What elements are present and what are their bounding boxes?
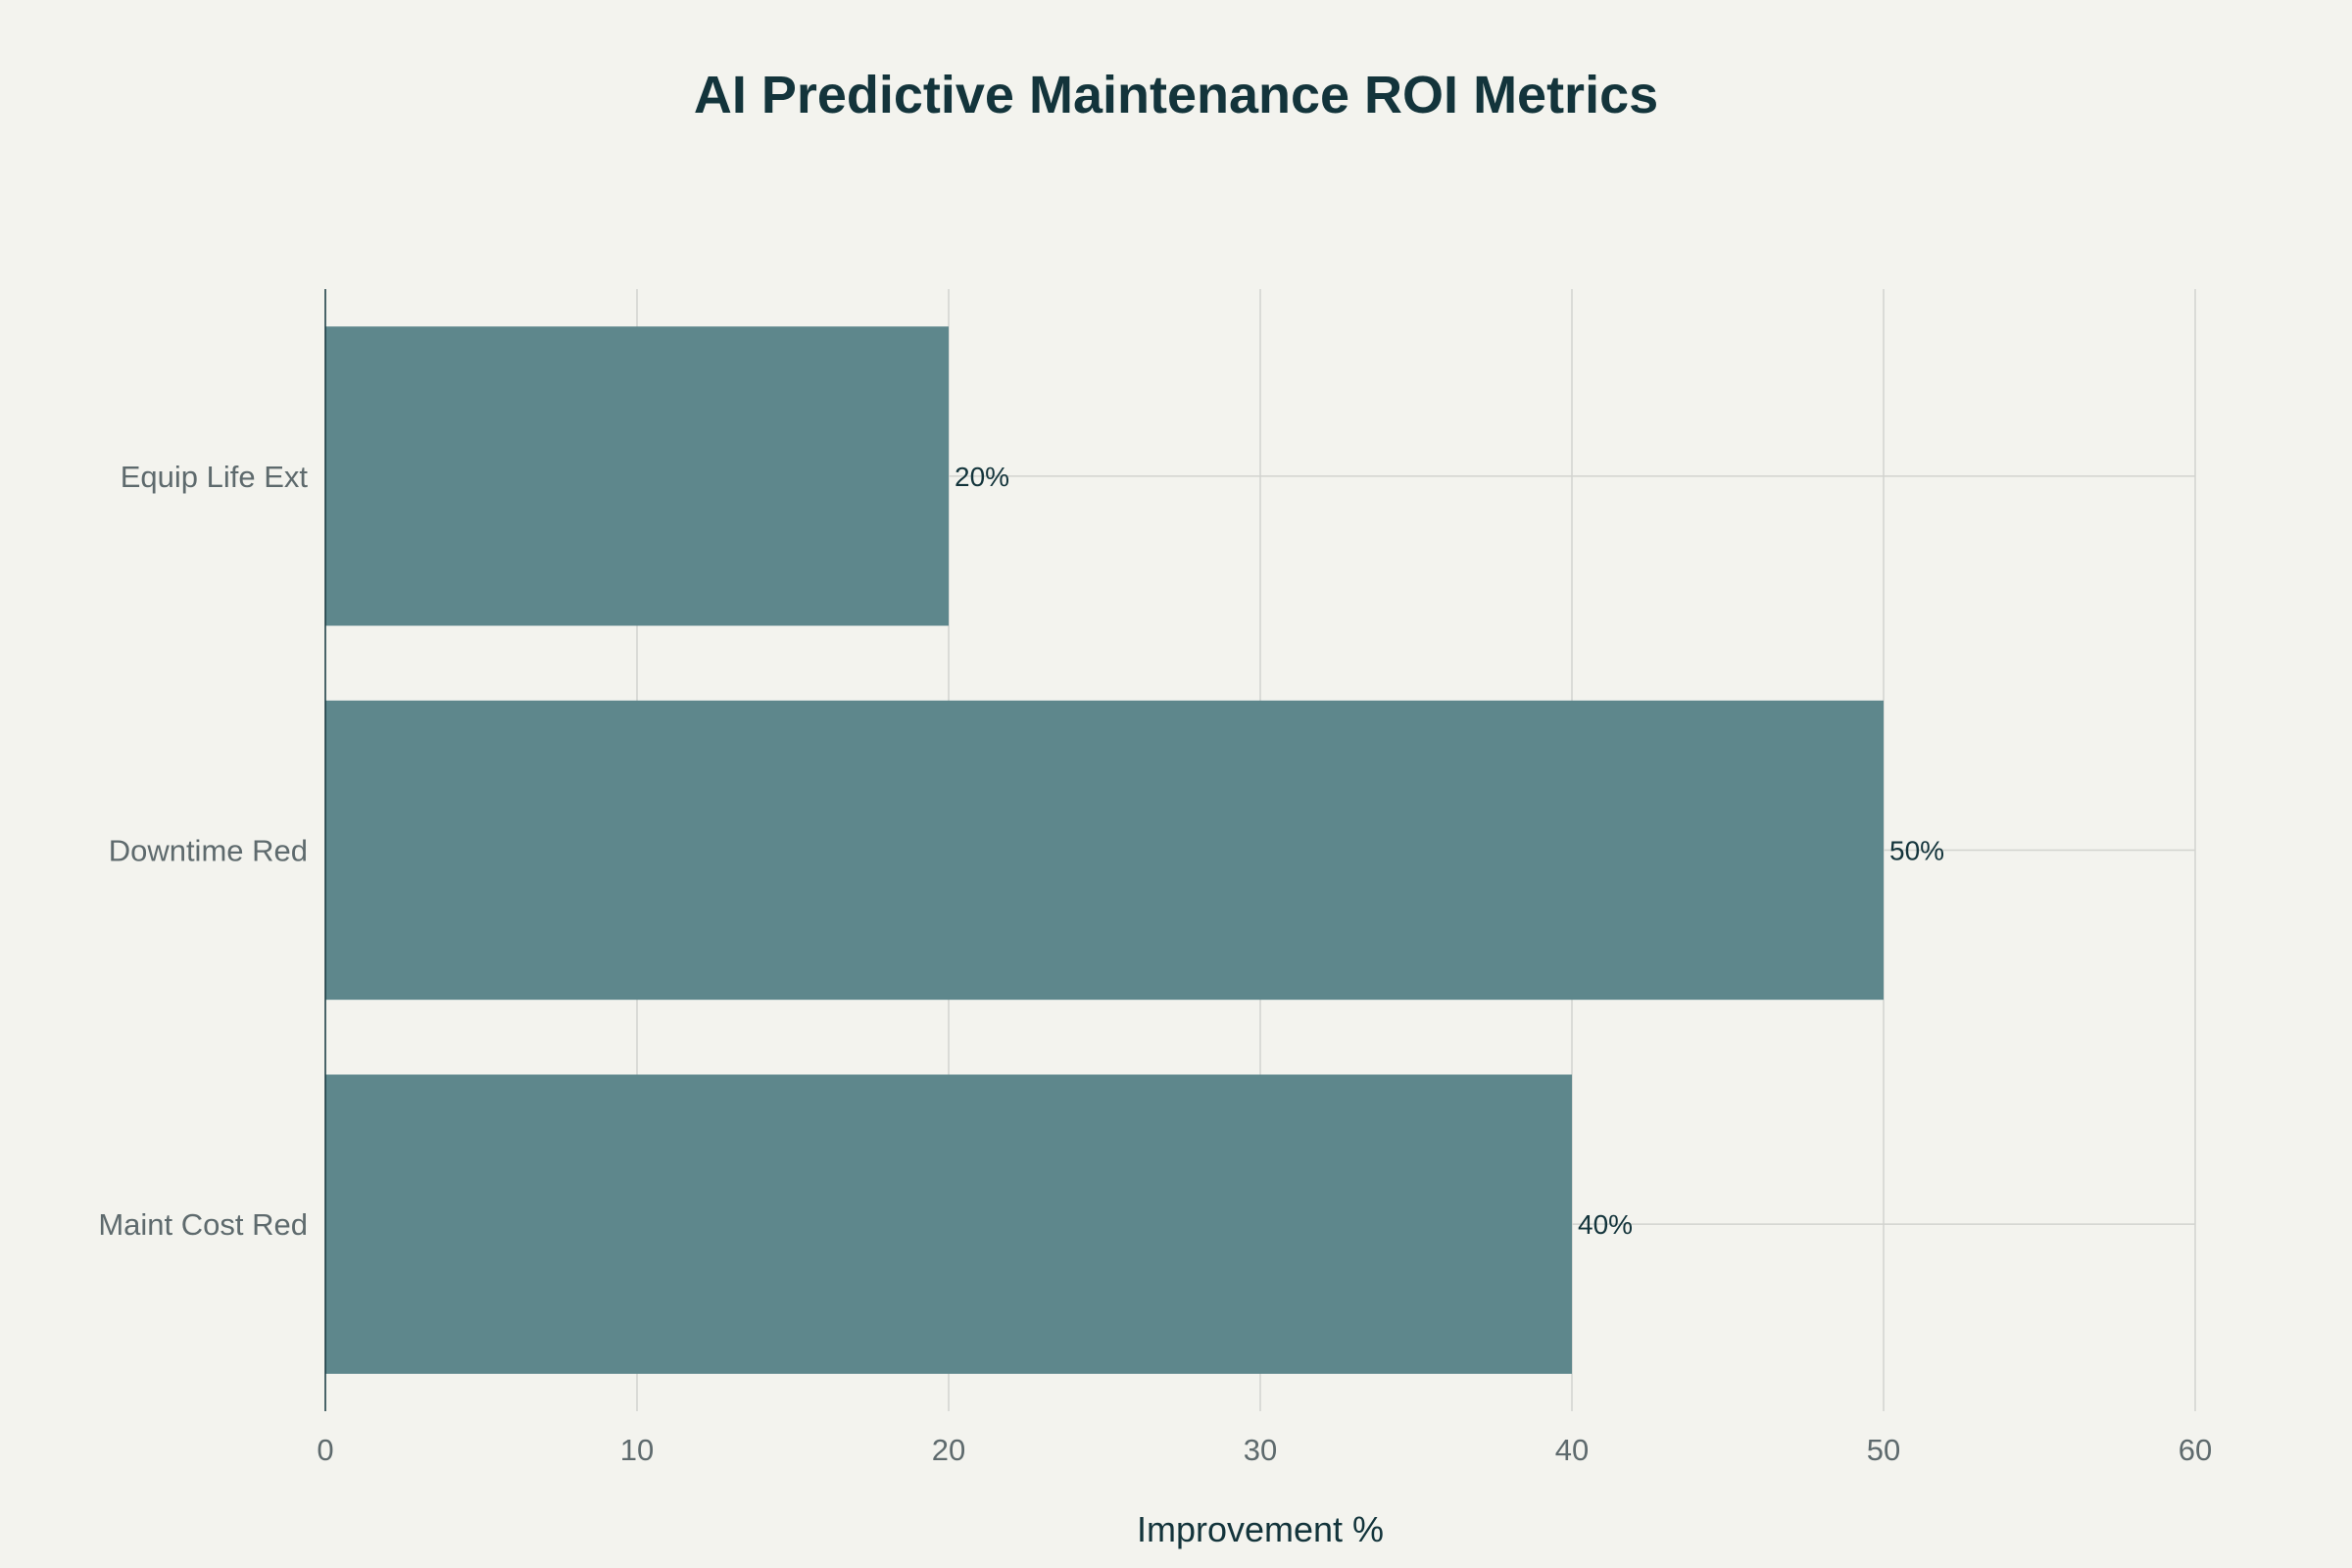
x-tick-label: 10 (620, 1433, 654, 1467)
labels: 0 10 20 30 40 50 60 Maint Cost Red 40% Downtime R… (98, 460, 2212, 1467)
x-tick-label: 50 (1867, 1433, 1900, 1467)
x-tick-label: 60 (2179, 1433, 2212, 1467)
bar-data-label: 50% (1889, 836, 1944, 866)
x-tick-label: 0 (317, 1433, 333, 1467)
y-category-label: Maint Cost Red (98, 1207, 308, 1242)
y-category-label: Equip Life Ext (121, 460, 309, 494)
bar (325, 1074, 1572, 1374)
x-tick-label: 40 (1555, 1433, 1589, 1467)
x-tick-label: 30 (1244, 1433, 1277, 1467)
bars (325, 326, 1884, 1374)
bar (325, 700, 1884, 1001)
bar-data-label: 20% (955, 462, 1009, 492)
bar (325, 326, 949, 626)
x-tick-label: 20 (932, 1433, 965, 1467)
chart-title: AI Predictive Maintenance ROI Metrics (694, 66, 1658, 124)
bar-data-label: 40% (1578, 1209, 1633, 1240)
x-axis-title: Improvement % (1137, 1509, 1384, 1549)
y-category-label: Downtime Red (109, 834, 308, 868)
